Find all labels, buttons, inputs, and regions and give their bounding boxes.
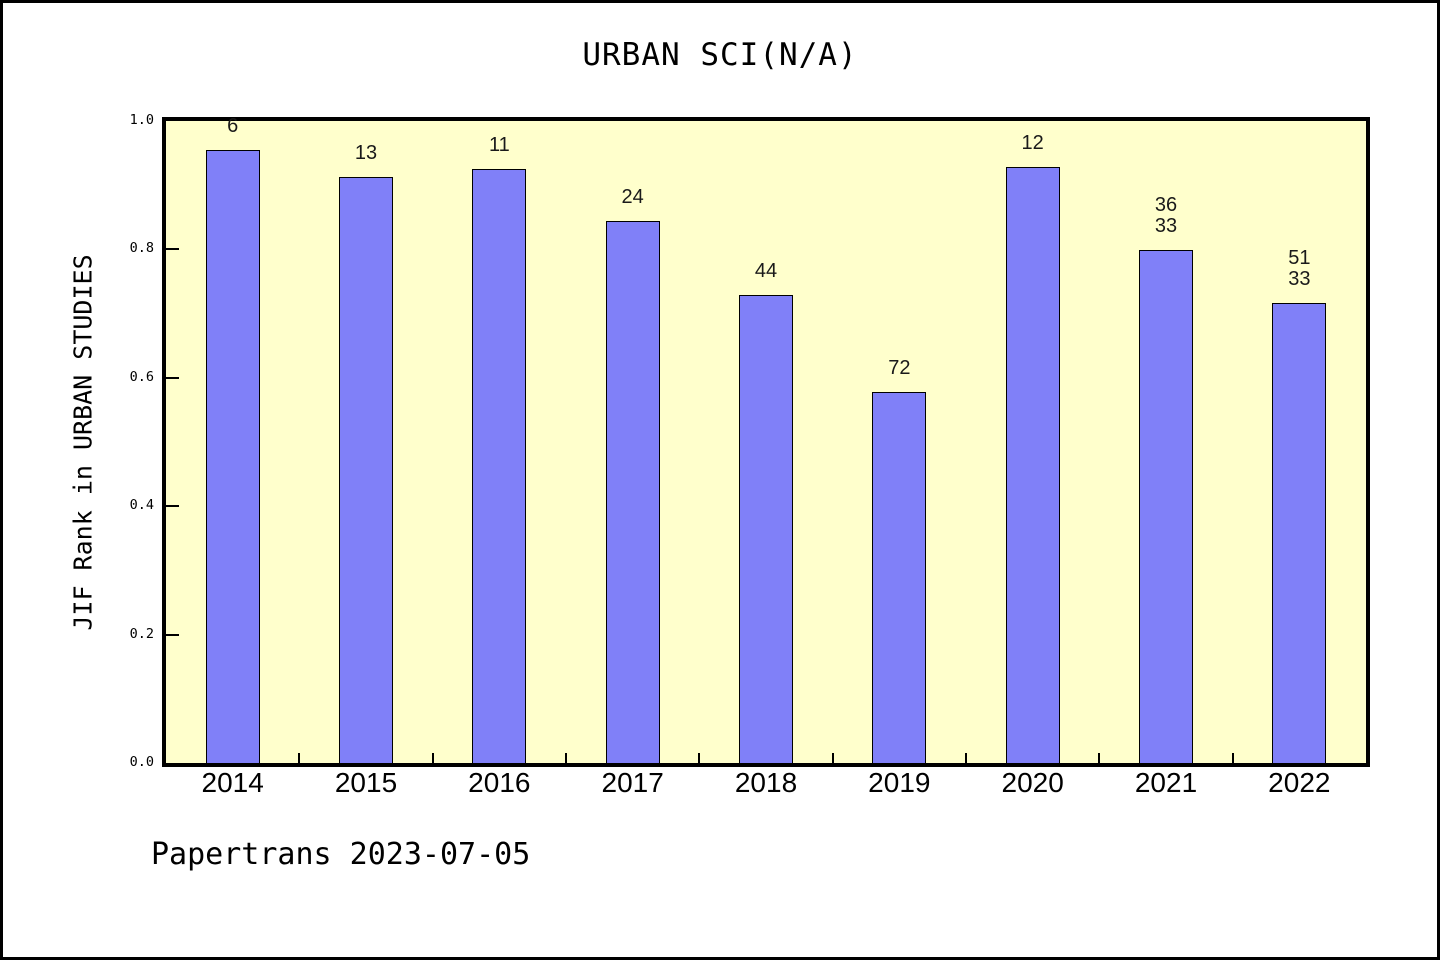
x-axis-minor-tick: [698, 753, 701, 763]
y-axis-tick-label: 0.4: [129, 497, 154, 514]
x-axis-minor-tick: [1231, 753, 1234, 763]
bar-2020: [1005, 167, 1060, 763]
bar-2022: [1272, 302, 1327, 763]
bar-value-label-2020: 12: [1021, 132, 1044, 155]
y-axis-tick: [166, 376, 179, 379]
y-axis-label: JIF Rank in URBAN STUDIES: [68, 253, 98, 631]
bar-value-label-2017: 24: [621, 186, 644, 209]
y-axis-label-wrap: JIF Rank in URBAN STUDIES: [55, 121, 111, 763]
x-axis-tick-label-2015: 2015: [334, 767, 398, 798]
x-axis-tick-label-2021: 2021: [1134, 767, 1198, 798]
x-axis-tick-label-2019: 2019: [868, 767, 931, 798]
bar-value-label-2016: 11: [488, 133, 510, 156]
y-axis-tick: [166, 505, 179, 508]
bar-2021: [1139, 250, 1193, 763]
bar-value-label-2018: 44: [754, 259, 778, 282]
bar-2017: [605, 221, 660, 763]
bar-value-label-2015: 13: [354, 141, 378, 164]
x-axis-minor-tick: [965, 753, 967, 763]
x-axis-tick-label-2017: 2017: [601, 767, 664, 798]
bar-value-label-2022: 51 33: [1288, 246, 1311, 290]
bar-2019: [872, 391, 927, 763]
x-axis-minor-tick: [1098, 753, 1101, 763]
chart-title: URBAN SCI(N/A): [582, 37, 858, 73]
x-axis-tick-label-2022: 2022: [1268, 767, 1331, 798]
bar-value-label-2014: 6: [227, 114, 239, 137]
y-axis-tick-label: 1.0: [129, 112, 154, 128]
bar-2016: [472, 168, 527, 763]
x-axis-minor-tick: [431, 753, 434, 763]
x-axis-tick-label-2018: 2018: [734, 767, 798, 798]
bar-value-label-2019: 72: [888, 356, 911, 379]
x-axis-minor-tick: [298, 753, 301, 763]
y-axis-tick-label: 0.2: [129, 625, 154, 642]
x-axis-minor-tick: [831, 753, 834, 763]
x-axis-tick-label-2020: 2020: [1001, 767, 1064, 798]
y-axis-tick-label: 0.6: [129, 368, 154, 385]
y-axis-tick-label: 0.8: [129, 240, 154, 257]
bar-2014: [205, 149, 260, 763]
bar-value-label-2021: 36 33: [1154, 194, 1178, 238]
plot-area: 6 13 11 24 44 72 12 36 33 51 33: [162, 114, 1370, 767]
footer-watermark: Papertrans 2023-07-05: [151, 837, 531, 872]
x-axis-tick-label-2016: 2016: [468, 767, 531, 798]
x-axis-tick-label-2014: 2014: [201, 767, 264, 798]
x-axis-minor-tick: [565, 753, 567, 763]
y-axis-tick-label: 0.0: [129, 754, 154, 770]
y-axis-tick: [166, 248, 179, 251]
y-axis-tick: [166, 633, 179, 636]
bar-2018: [739, 294, 793, 763]
bar-2015: [339, 176, 393, 763]
